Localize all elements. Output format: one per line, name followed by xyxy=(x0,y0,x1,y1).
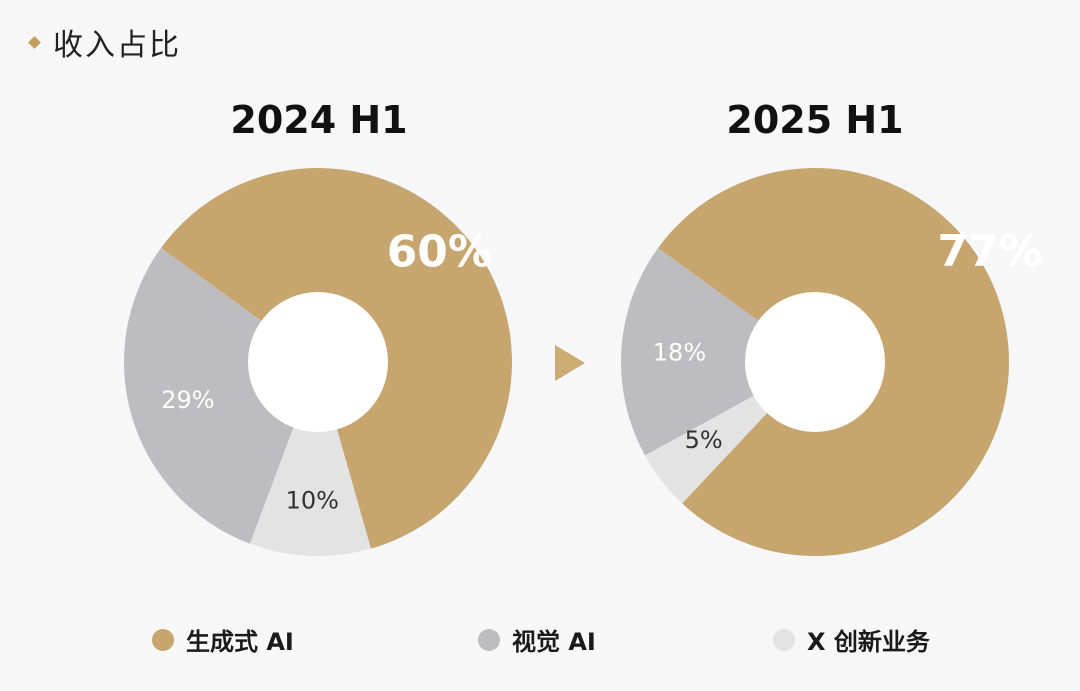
legend-label-x-innovation: X 创新业务 xyxy=(807,628,930,656)
legend-item-x-innovation: X 创新业务 xyxy=(773,622,930,657)
slice-2024-x-innovation xyxy=(249,362,371,556)
slice-label-2024-x-innovation: 10% xyxy=(286,487,339,515)
slice-label-2025-x-innovation: 5% xyxy=(685,426,723,454)
arrow-right-icon xyxy=(555,345,585,381)
donut-hole-2024 xyxy=(248,292,388,432)
chart-title-2025: 2025 H1 xyxy=(726,98,904,142)
slice-2024-vision-ai xyxy=(123,247,318,544)
slice-label-2025-vision-ai: 18% xyxy=(653,338,706,366)
slice-label-2025-gen-ai: 77% xyxy=(938,226,1043,277)
section-title: 收入占比 xyxy=(53,28,181,63)
legend-swatch-x-innovation xyxy=(773,628,795,651)
legend-swatch-gen-ai xyxy=(152,628,174,651)
slice-2025-vision-ai xyxy=(620,247,815,456)
section-header: 收入占比 xyxy=(28,20,181,64)
legend: 生成式 AI 视觉 AI X 创新业务 xyxy=(0,622,1080,662)
chart-title-2024: 2024 H1 xyxy=(230,98,408,142)
slice-label-2024-vision-ai: 29% xyxy=(161,386,214,414)
legend-item-vision-ai: 视觉 AI xyxy=(478,622,596,657)
legend-swatch-vision-ai xyxy=(478,628,500,651)
slice-label-2024-gen-ai: 60% xyxy=(387,226,492,277)
legend-label-gen-ai: 生成式 AI xyxy=(186,628,294,656)
legend-label-vision-ai: 视觉 AI xyxy=(512,628,596,656)
legend-item-gen-ai: 生成式 AI xyxy=(152,622,294,657)
donut-hole-2025 xyxy=(745,292,885,432)
